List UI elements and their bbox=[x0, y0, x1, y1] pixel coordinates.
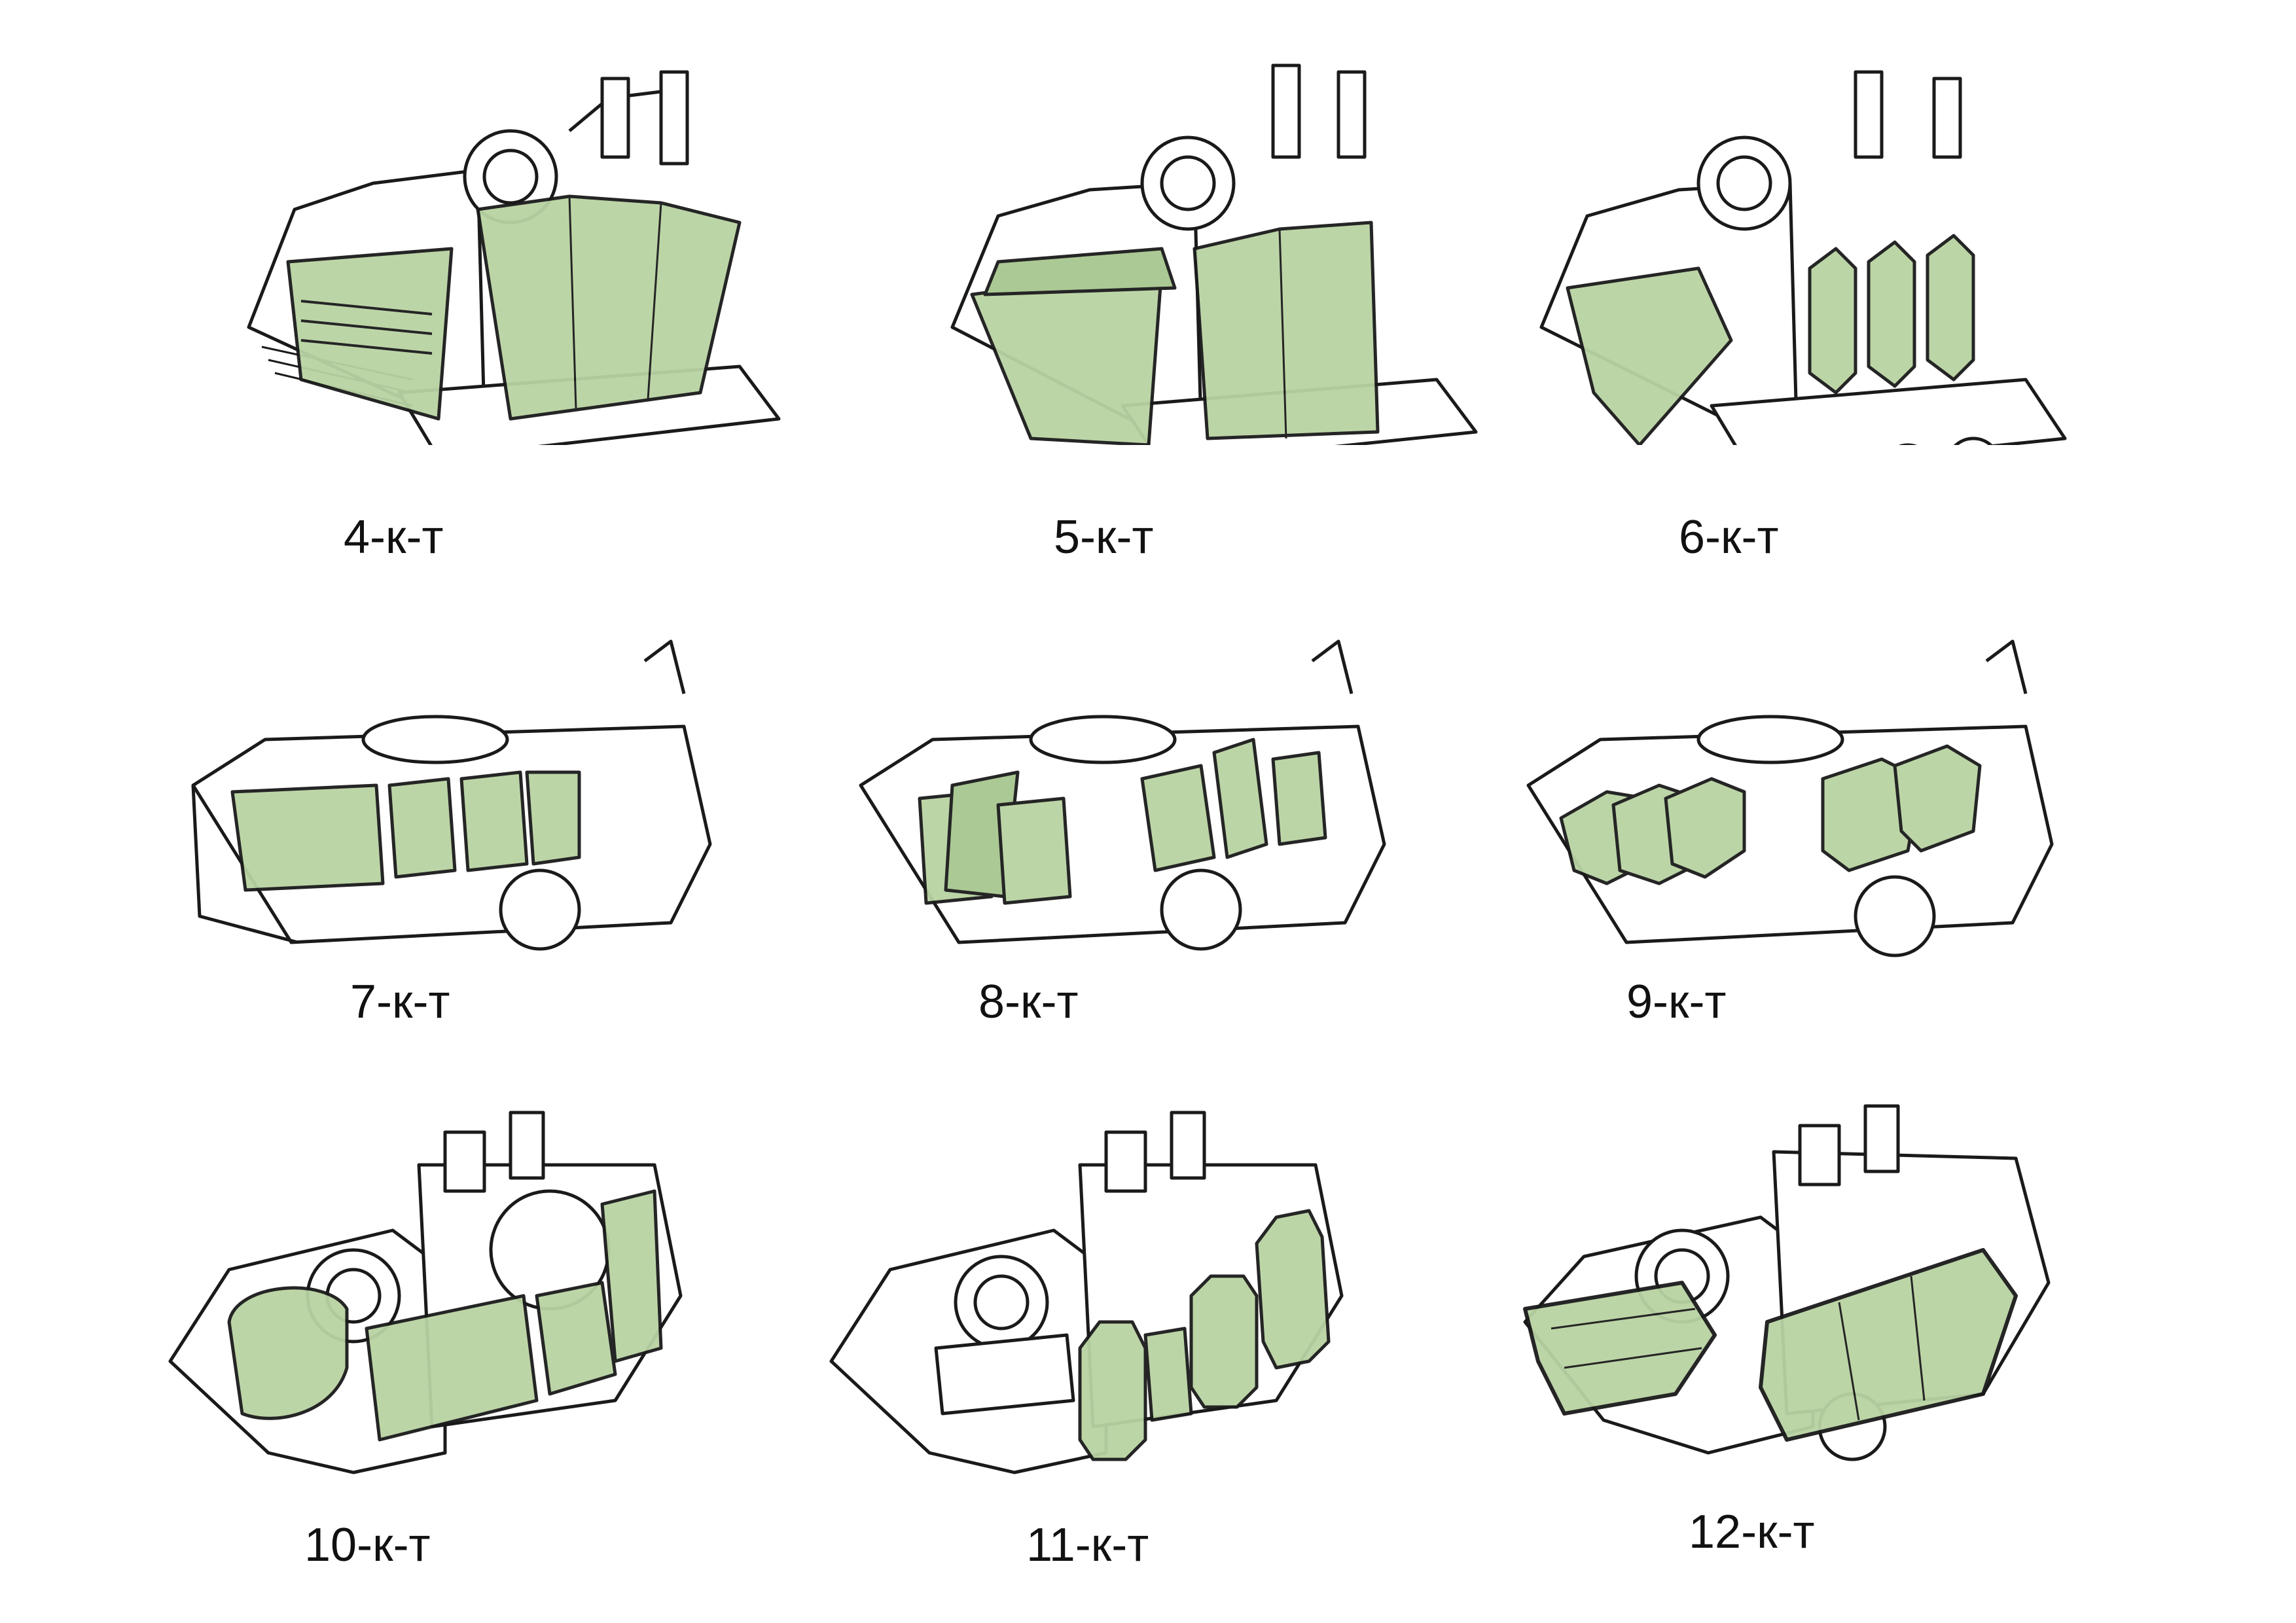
variant-11kt: 11-к-т bbox=[818, 1086, 1505, 1571]
vehicle-sketch-12kt bbox=[1523, 1104, 2051, 1461]
variant-7kt: 7-к-т bbox=[173, 635, 861, 1119]
variant-5kt: 5-к-т bbox=[913, 52, 1600, 563]
variant-label: 12-к-т bbox=[1689, 1506, 1815, 1558]
variant-label: 4-к-т bbox=[344, 511, 444, 563]
variant-label: 6-к-т bbox=[1679, 511, 1779, 563]
variant-4kt: 4-к-т bbox=[203, 52, 890, 563]
vehicle-sketch-9kt bbox=[1526, 639, 2054, 957]
variant-label: 9-к-т bbox=[1626, 976, 1727, 1028]
vehicle-sketch-8kt bbox=[859, 639, 1386, 951]
vehicle-sketch-7kt bbox=[191, 639, 712, 951]
variant-label: 11-к-т bbox=[1026, 1519, 1149, 1571]
variant-label: 7-к-т bbox=[350, 976, 450, 1028]
variant-9kt: 9-к-т bbox=[1515, 635, 2202, 1119]
variant-6kt: 6-к-т bbox=[1515, 52, 2202, 563]
vehicle-sketch-6kt bbox=[1539, 70, 2067, 445]
variant-label: 5-к-т bbox=[1054, 511, 1154, 563]
vehicle-sketch-5kt bbox=[950, 63, 1478, 445]
variant-12kt: 12-к-т bbox=[1512, 1086, 2199, 1571]
vehicle-sketch-10kt bbox=[168, 1111, 683, 1474]
vehicle-sketch-11kt bbox=[829, 1111, 1344, 1474]
vehicle-sketch-4kt bbox=[247, 70, 781, 445]
variant-10kt: 10-к-т bbox=[157, 1086, 844, 1571]
variant-label: 8-к-т bbox=[978, 976, 1079, 1028]
variant-label: 10-к-т bbox=[304, 1519, 431, 1571]
variant-8kt: 8-к-т bbox=[848, 635, 1535, 1119]
